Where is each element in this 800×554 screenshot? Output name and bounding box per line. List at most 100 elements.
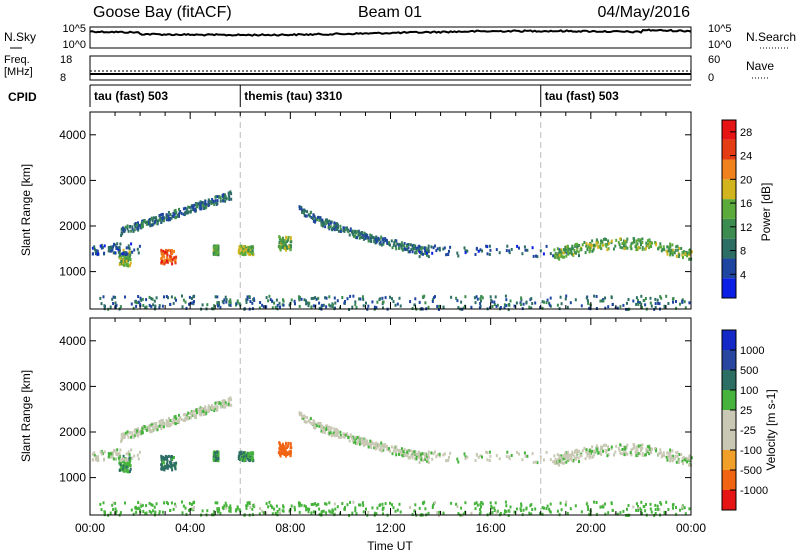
echo-cell [344,433,347,437]
echo-cell [649,507,652,511]
echo-cell [132,306,135,310]
echo-cell [668,246,671,249]
echo-cell [201,303,204,307]
echo-cell [399,510,402,514]
echo-cell [367,239,370,243]
echo-cell [149,429,152,433]
echo-cell [300,297,303,301]
echo-cell [305,420,308,424]
echo-cell [417,451,420,455]
echo-cell [229,190,232,194]
echo-cell [407,449,410,452]
echo-cell [435,249,438,253]
echo-cell [488,459,491,462]
echo-cell [163,255,166,259]
echo-cell [545,507,548,511]
echo-cell [655,243,658,247]
echo-cell [127,465,129,469]
echo-cell [409,449,412,453]
echo-cell [581,243,584,247]
echo-cell [672,503,675,506]
noise-sky-label: N.Sky [4,30,36,44]
echo-cell [166,256,168,260]
echo-cell [635,296,638,300]
echo-cell [285,236,288,240]
echo-cell [140,225,143,229]
echo-cell [238,246,241,250]
echo-cell [374,237,377,241]
echo-cell [553,459,556,463]
echo-cell [163,468,166,472]
echo-cell [559,456,562,460]
cpid-label: CPID [8,90,37,104]
echo-cell [637,451,640,455]
echo-cell [100,243,103,247]
echo-cell [100,246,103,250]
echo-cell [118,246,121,249]
echo-cell [356,436,359,439]
echo-cell [601,299,604,303]
echo-cell [374,442,377,446]
echo-cell [601,505,604,509]
echo-cell [596,446,599,450]
echo-cell [134,223,137,227]
echo-cell [419,453,422,457]
echo-cell [126,470,129,474]
date-label: 04/May/2016 [597,4,690,21]
echo-cell [585,296,588,300]
echo-cell [596,448,599,452]
echo-cell [686,460,688,464]
x-tick-label: 16:00 [476,521,506,535]
echo-cell [635,454,638,458]
echo-cell [332,303,334,307]
echo-cell [192,410,195,414]
echo-cell [153,505,156,509]
echo-cell [151,425,154,429]
echo-cell [240,244,243,248]
echo-cell [586,505,589,509]
echo-cell [357,438,360,442]
echo-cell [654,302,657,305]
echo-cell [131,431,134,435]
echo-cell [321,303,324,307]
echo-cell [571,458,573,462]
echo-cell [93,245,96,249]
echo-cell [175,461,178,465]
echo-cell [282,243,285,247]
echo-cell [156,222,159,226]
echo-cell [307,510,310,514]
echo-cell [587,244,590,248]
echo-cell [116,448,119,452]
echo-cell [168,217,171,221]
echo-cell [615,238,618,242]
echo-cell [681,251,684,254]
echo-cell [422,458,424,462]
echo-cell [158,420,161,423]
echo-cell [596,240,599,244]
echo-cell [339,436,342,439]
echo-cell [166,252,169,256]
echo-cell [399,449,402,453]
echo-cell [178,210,181,214]
echo-cell [422,252,424,256]
echo-cell [586,299,589,303]
echo-cell [365,507,367,511]
echo-cell [477,455,480,459]
echo-cell [118,255,121,259]
colorbar-tick-label: 16 [740,198,752,210]
echo-cell [171,420,174,424]
echo-cell [213,251,216,255]
echo-cell [376,237,379,241]
echo-cell [160,256,163,260]
echo-cell [438,452,441,456]
echo-cell [629,451,632,455]
echo-cell [660,296,663,300]
echo-cell [522,302,525,306]
echo-cell [362,510,365,514]
echo-cell [607,247,610,251]
echo-cell [327,426,330,430]
echo-cell [251,455,254,459]
echo-cell [602,299,605,303]
echo-cell [314,296,317,300]
echo-cell [129,456,132,460]
